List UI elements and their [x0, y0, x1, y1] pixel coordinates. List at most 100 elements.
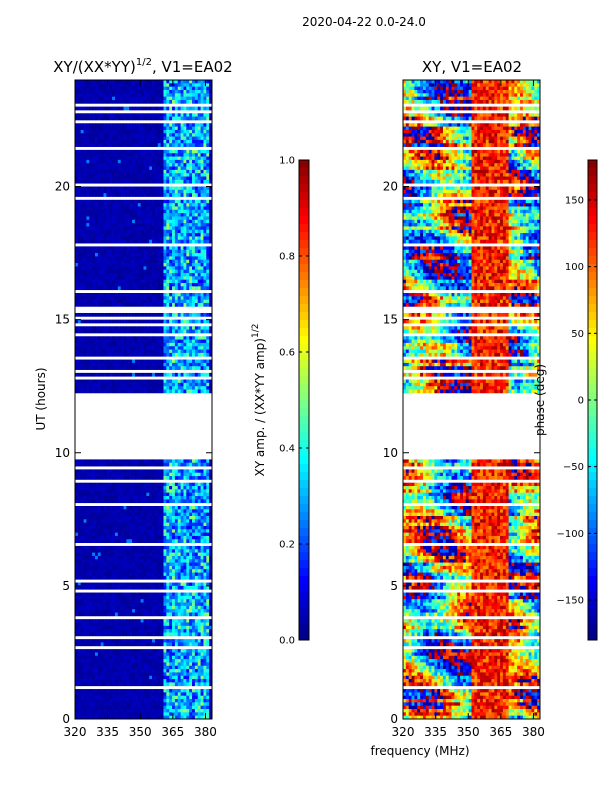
amp-heatmap-cell	[92, 525, 96, 530]
amp-heatmap-cell	[129, 366, 133, 370]
amp-heatmap-cell	[106, 326, 110, 331]
amp-heatmap-cell	[149, 263, 153, 267]
amp-heatmap-cell	[80, 189, 84, 194]
amp-heatmap-cell	[180, 159, 184, 164]
amp-heatmap-cell	[109, 163, 113, 167]
amp-heatmap-cell	[192, 159, 196, 164]
amp-heatmap-cell	[126, 286, 130, 291]
amp-heatmap-cell	[112, 362, 116, 367]
amp-heatmap-cell	[192, 116, 196, 121]
amp-heatmap-cell	[137, 545, 142, 550]
amp-heatmap-cell	[154, 506, 159, 510]
amp-heatmap-cell	[132, 133, 136, 137]
amp-heatmap-cell	[92, 229, 96, 234]
amp-heatmap-cell	[112, 176, 116, 181]
amp-heatmap-cell	[163, 246, 167, 251]
amp-heatmap-cell	[152, 169, 156, 174]
amp-heatmap-cell	[177, 83, 181, 88]
amp-heatmap-cell	[186, 209, 190, 214]
amp-heatmap-cell	[194, 555, 199, 560]
amp-heatmap-cell	[200, 459, 204, 464]
amp-heatmap-cell	[114, 269, 119, 274]
amp-heatmap-cell	[146, 326, 150, 331]
amp-heatmap-cell	[75, 153, 79, 157]
amp-heatmap-cell	[146, 256, 150, 261]
amp-heatmap-cell	[134, 506, 139, 510]
amp-heatmap-cell	[169, 259, 173, 264]
amp-heatmap-cell	[166, 319, 170, 324]
amp-heatmap-cell	[160, 166, 164, 171]
amp-heatmap-cell	[192, 549, 196, 553]
amp-heatmap-cell	[203, 249, 207, 254]
amp-heatmap-cell	[120, 519, 124, 524]
amp-heatmap-cell	[186, 219, 190, 224]
amp-heatmap-cell	[132, 346, 136, 350]
amp-heatmap-cell	[143, 263, 147, 267]
amp-heatmap-cell	[114, 229, 119, 234]
amp-heatmap-cell	[180, 499, 184, 504]
amp-heatmap-cell	[200, 216, 204, 221]
amp-heatmap-cell	[80, 302, 84, 307]
amp-heatmap-cell	[194, 113, 199, 118]
amp-heatmap-cell	[183, 263, 187, 267]
amp-heatmap-cell	[97, 216, 102, 221]
amp-heatmap-cell	[83, 519, 87, 524]
amp-heatmap-cell	[129, 496, 133, 500]
amp-heatmap-cell	[154, 126, 159, 131]
amp-heatmap-cell	[140, 529, 144, 534]
amp-heatmap-cell	[103, 113, 107, 118]
amp-heatmap-cell	[83, 113, 87, 118]
amp-heatmap-cell	[100, 263, 104, 267]
amp-heatmap-cell	[200, 293, 204, 297]
amp-heatmap-cell	[149, 176, 153, 181]
amp-heatmap-cell	[203, 389, 207, 394]
amp-heatmap-cell	[89, 469, 93, 474]
amp-heatmap-cell	[166, 93, 170, 98]
amp-heatmap-cell	[97, 116, 102, 121]
amp-heatmap-cell	[160, 489, 164, 494]
amp-heatmap-cell	[80, 386, 84, 390]
amp-heatmap-cell	[100, 482, 104, 487]
amp-heatmap-cell	[134, 512, 139, 517]
amp-heatmap-cell	[180, 113, 184, 118]
amp-heatmap-cell	[169, 336, 173, 340]
amp-heatmap-cell	[209, 499, 213, 504]
amp-heatmap-cell	[154, 159, 159, 164]
amp-heatmap-cell	[154, 199, 159, 204]
amp-heatmap-cell	[154, 206, 159, 211]
amp-heatmap-cell	[152, 276, 156, 281]
amp-heatmap-cell	[106, 219, 110, 224]
amp-heatmap-cell	[197, 149, 201, 154]
amp-heatmap-cell	[100, 302, 104, 307]
amp-heatmap-cell	[146, 86, 150, 91]
amp-heatmap-cell	[132, 123, 136, 127]
amp-heatmap-cell	[160, 229, 164, 234]
amp-heatmap-cell	[120, 549, 124, 553]
amp-heatmap-cell	[157, 253, 162, 257]
amp-heatmap-cell	[97, 249, 102, 254]
amp-heatmap-cell	[106, 469, 110, 474]
amp-heatmap-cell	[149, 149, 153, 154]
amp-heatmap-cell	[197, 249, 201, 254]
amp-heatmap-cell	[132, 89, 136, 94]
amp-heatmap-cell	[177, 139, 181, 144]
amp-panel: XY/(XX*YY)1/2, V1=EA02 320 335 350 365 380 0…	[34, 57, 233, 739]
amp-heatmap-cell	[117, 239, 122, 244]
amp-heatmap-cell	[83, 286, 87, 291]
amp-heatmap-cell	[103, 209, 107, 214]
amp-heatmap-cell	[206, 199, 210, 204]
amp-heatmap-cell	[172, 263, 176, 267]
amp-heatmap-cell	[149, 216, 153, 221]
amp-heatmap-cell	[134, 339, 139, 344]
amp-heatmap-cell	[169, 256, 173, 261]
amp-heatmap-cell	[137, 239, 142, 244]
amp-heatmap-cell	[189, 206, 193, 211]
amp-heatmap-cell	[169, 389, 173, 394]
amp-heatmap-cell	[197, 253, 201, 257]
amp-heatmap-cell	[94, 552, 99, 557]
amp-heatmap-cell	[143, 189, 147, 194]
amp-heatmap-cell	[146, 299, 150, 304]
amp-heatmap-cell	[89, 522, 93, 527]
amp-heatmap-cell	[77, 96, 82, 101]
amp-heatmap-cell	[92, 459, 96, 464]
